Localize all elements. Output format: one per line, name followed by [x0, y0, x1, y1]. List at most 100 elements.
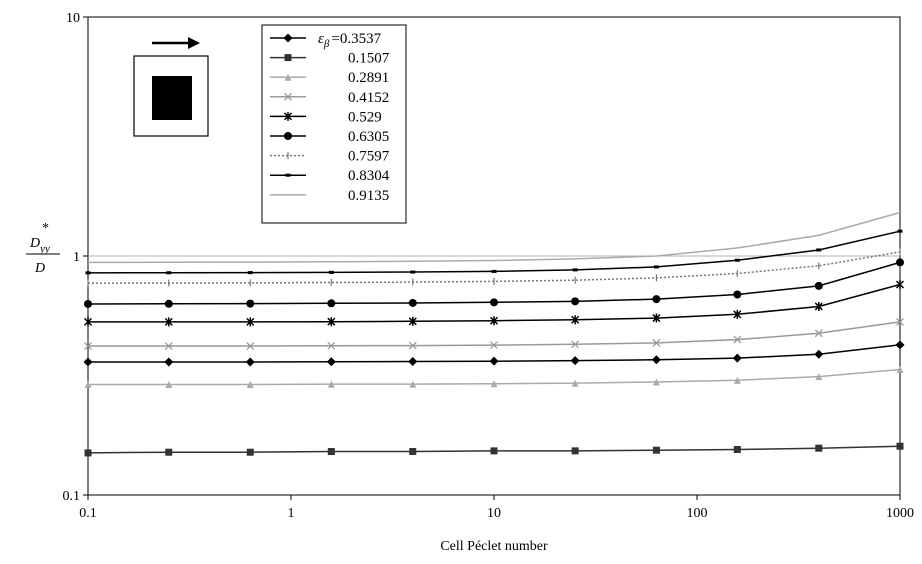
data-point [489, 316, 499, 326]
data-point [896, 366, 904, 374]
series-0.7597 [87, 248, 901, 287]
data-point [815, 373, 823, 381]
data-point [816, 248, 822, 252]
data-point [814, 281, 823, 290]
legend-value: 0.3537 [340, 31, 382, 47]
data-point [896, 442, 904, 450]
data-point [733, 446, 741, 454]
x-tick-label: 10 [487, 506, 501, 521]
x-axis-title: Cell Péclet number [440, 539, 548, 554]
legend-equals: = [331, 31, 339, 47]
data-point [164, 317, 173, 327]
data-point [166, 271, 172, 275]
legend-marker [284, 132, 292, 140]
legend-item: 0.9135 [270, 188, 389, 204]
data-point [246, 380, 254, 388]
data-point [571, 379, 579, 387]
data-point [897, 229, 903, 233]
ylabel-sub: yy [39, 243, 50, 255]
data-point [814, 329, 823, 338]
legend-item: 0.7597 [270, 149, 390, 165]
series-0.9135 [87, 211, 901, 264]
series-0.3537 [83, 340, 905, 367]
data-point [570, 356, 580, 366]
legend-label: 0.1507 [348, 51, 390, 67]
legend-label: 0.9135 [348, 188, 389, 204]
series-line [87, 211, 901, 264]
data-point [652, 313, 661, 323]
data-point [491, 269, 497, 273]
data-point [733, 335, 742, 344]
ylabel-denominator: D [34, 261, 45, 276]
data-point [895, 340, 905, 350]
data-point [408, 316, 417, 326]
data-point [733, 290, 742, 299]
y-tick-label: 10 [66, 11, 80, 26]
data-point [733, 309, 742, 319]
data-point [408, 356, 418, 366]
data-point [895, 279, 905, 289]
data-point [164, 357, 174, 367]
legend-marker [283, 33, 293, 43]
data-point [246, 317, 255, 327]
data-point [246, 342, 255, 351]
data-point [408, 298, 417, 307]
series-0.8304 [85, 229, 903, 275]
series-0.6305 [84, 258, 904, 308]
data-point [245, 357, 255, 367]
data-point [490, 341, 498, 350]
data-point [410, 270, 416, 274]
data-point [651, 355, 661, 365]
legend-label: 0.7597 [348, 149, 390, 165]
ylabel-sup: * [42, 221, 49, 236]
legend: εβ =0.35370.15070.28910.41520.5290.63050.… [261, 24, 407, 224]
inset-schematic [133, 37, 209, 137]
data-point [896, 317, 904, 326]
svg-text:Dyy: Dyy [29, 236, 50, 255]
data-point [571, 315, 580, 325]
data-point [814, 349, 824, 359]
ylabel-main: D [29, 236, 40, 251]
data-point [490, 447, 498, 455]
legend-label: 0.2891 [348, 70, 389, 86]
data-point [571, 447, 579, 455]
series-layer [83, 211, 905, 457]
data-point [653, 265, 659, 269]
series-line [87, 251, 901, 284]
data-point [652, 338, 661, 347]
data-point [84, 380, 92, 388]
legend-marker [283, 111, 293, 121]
series-0.2891 [84, 366, 904, 388]
data-point [165, 448, 173, 456]
legend-label: 0.4152 [348, 90, 389, 106]
legend-item: 0.1507 [270, 51, 390, 67]
series-0.1507 [84, 442, 904, 457]
ticks: 0.1 1 10 100 1000 0.1 1 10 [63, 11, 915, 521]
data-point [814, 301, 823, 311]
series-line [87, 230, 901, 274]
data-point [85, 271, 91, 275]
series-0.529 [83, 279, 905, 327]
x-tick-label: 1000 [886, 506, 914, 521]
data-point [490, 380, 498, 388]
data-point [571, 297, 580, 306]
legend-item: 0.6305 [270, 129, 389, 145]
data-point [327, 448, 335, 456]
data-point [246, 299, 255, 308]
data-point [327, 317, 336, 327]
data-point [247, 271, 253, 275]
legend-item: 0.4152 [270, 90, 389, 106]
data-point [572, 268, 578, 272]
legend-label: 0.529 [348, 109, 382, 125]
y-tick-label: 0.1 [63, 489, 81, 504]
data-point [409, 448, 417, 456]
data-point [165, 380, 173, 388]
x-tick-label: 1 [288, 506, 295, 521]
y-tick-label: 1 [73, 250, 80, 265]
legend-marker [284, 92, 292, 101]
data-point [83, 317, 93, 327]
x-tick-label: 0.1 [79, 506, 97, 521]
data-point [327, 341, 336, 350]
data-point [84, 449, 92, 457]
